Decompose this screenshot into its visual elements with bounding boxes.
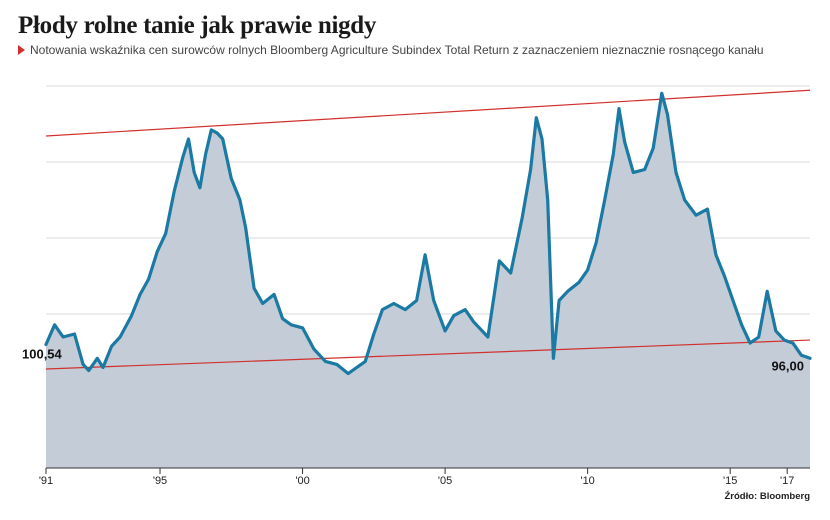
channel-lower-line [45,339,811,370]
end-value-label: 96,00 [771,358,804,373]
subtitle-text: Notowania wskaźnika cen surowców rolnych… [30,43,764,57]
x-tick-label-3: '05 [438,475,452,487]
x-tick-label-0: '91 [39,475,53,487]
x-tick-label-6: '17 [780,475,794,487]
x-tick-label-2: '00 [295,475,309,487]
source-note: Źródło: Bloomberg [724,491,811,502]
chart-title: Płody rolne tanie jak prawie nigdy [18,12,377,39]
start-value-label: 100,54 [22,347,63,362]
series-area [46,93,810,469]
x-tick-label-4: '10 [580,475,594,487]
x-tick-label-5: '15 [723,475,737,487]
series-line [44,91,812,376]
subtitle-marker-icon [18,45,25,55]
channel-upper-line [45,89,811,137]
x-tick-label-1: '95 [153,475,167,487]
chart-subtitle: Notowania wskaźnika cen surowców rolnych… [18,43,764,57]
